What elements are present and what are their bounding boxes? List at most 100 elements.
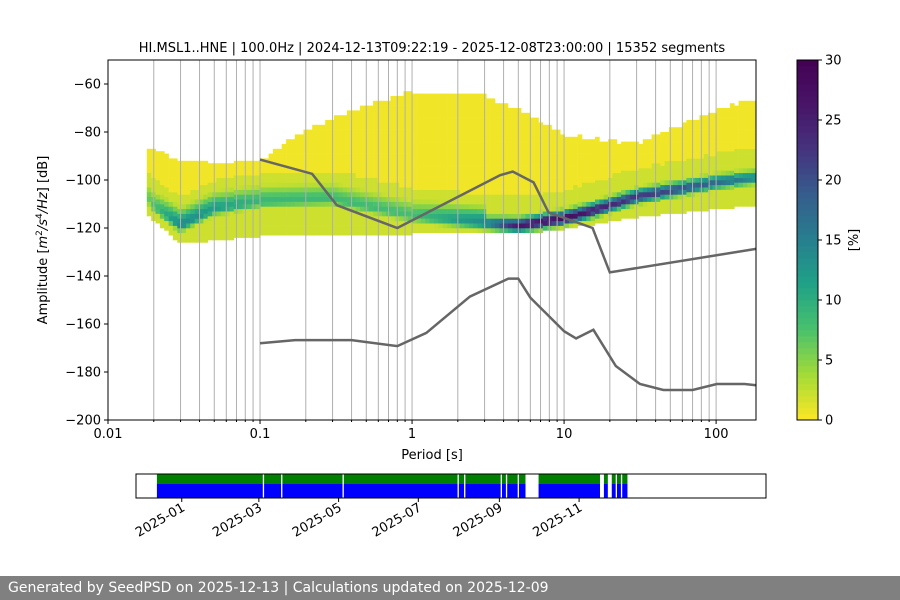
heatmap-cell	[294, 177, 300, 183]
heatmap-cell	[508, 141, 513, 147]
heatmap-cell	[638, 144, 644, 150]
heatmap-cell	[716, 117, 722, 123]
heatmap-cell	[577, 177, 583, 183]
coverage-tick-label: 2025-05	[290, 500, 345, 540]
heatmap-cell	[673, 180, 678, 186]
heatmap-cell	[403, 172, 409, 178]
heatmap-cell	[734, 196, 739, 202]
heatmap-cell	[155, 160, 161, 166]
heatmap-cell	[390, 220, 396, 226]
heatmap-cell	[595, 180, 600, 186]
heatmap-cell	[686, 187, 692, 193]
heatmap-cell	[573, 204, 578, 210]
heatmap-cell	[434, 141, 439, 147]
heatmap-cell	[229, 177, 235, 183]
heatmap-cell	[494, 151, 500, 157]
heatmap-cell	[255, 199, 261, 205]
heatmap-cell	[499, 213, 504, 219]
heatmap-cell	[312, 225, 317, 231]
heatmap-cell	[203, 199, 209, 205]
heatmap-cell	[181, 232, 187, 238]
x-axis-ticks: 0.01 0.1 1 10 100	[94, 420, 729, 442]
heatmap-cell	[407, 177, 413, 183]
heatmap-cell	[403, 225, 409, 231]
heatmap-cell	[347, 120, 352, 126]
heatmap-cell	[708, 165, 713, 171]
heatmap-cell	[486, 108, 491, 114]
heatmap-cell	[307, 187, 313, 193]
coverage-frame	[135, 473, 767, 499]
heatmap-cell	[442, 175, 448, 181]
heatmap-cell	[551, 153, 557, 159]
heatmap-cell	[751, 201, 757, 207]
heatmap-cell	[525, 223, 531, 229]
x-tick-label: 0.01	[94, 427, 123, 442]
heatmap-cell	[716, 170, 722, 176]
heatmap-cell	[716, 189, 722, 195]
heatmap-cell	[638, 172, 644, 178]
heatmap-cell	[447, 204, 452, 210]
heatmap-cell	[342, 201, 348, 207]
heatmap-cell	[603, 170, 609, 176]
heatmap-cell	[329, 124, 335, 130]
heatmap-cell	[255, 228, 261, 234]
heatmap-cell	[499, 223, 504, 229]
heatmap-cell	[608, 172, 613, 178]
heatmap-cell	[651, 182, 657, 188]
heatmap-cell	[490, 127, 496, 133]
heatmap-cell	[708, 127, 713, 133]
heatmap-cell	[542, 158, 548, 164]
heatmap-cell	[512, 156, 517, 162]
heatmap-cell	[616, 187, 622, 193]
heatmap-cell	[460, 180, 465, 186]
heatmap-cell	[355, 230, 361, 236]
colorbar-segment	[797, 414, 818, 421]
heatmap-cell	[320, 139, 326, 145]
heatmap-cell	[447, 160, 452, 166]
heatmap-cell	[381, 168, 387, 174]
colorbar-segment	[797, 342, 818, 349]
heatmap-cell	[360, 201, 365, 207]
heatmap-cell	[638, 196, 644, 202]
heatmap-cell	[669, 170, 674, 176]
heatmap-cell	[425, 146, 430, 152]
heatmap-cell	[477, 127, 483, 133]
heatmap-cell	[164, 153, 169, 159]
heatmap-cell	[425, 112, 430, 118]
heatmap-cell	[516, 156, 522, 162]
heatmap-cell	[190, 223, 195, 229]
heatmap-cell	[434, 213, 439, 219]
heatmap-cell	[403, 115, 409, 121]
heatmap-cell	[307, 172, 313, 178]
heatmap-cell	[373, 172, 378, 178]
heatmap-cell	[194, 208, 200, 214]
heatmap-cell	[716, 122, 722, 128]
heatmap-cell	[351, 192, 356, 198]
heatmap-cell	[373, 105, 378, 111]
heatmap-cell	[516, 141, 522, 147]
heatmap-cell	[708, 117, 713, 123]
heatmap-cell	[669, 208, 674, 214]
heatmap-cell	[377, 168, 383, 174]
heatmap-cell	[403, 216, 409, 222]
heatmap-cell	[407, 158, 413, 164]
heatmap-cell	[146, 187, 152, 193]
heatmap-cell	[351, 110, 356, 116]
heatmap-cell	[347, 192, 352, 198]
heatmap-cell	[647, 139, 652, 145]
heatmap-cell	[281, 230, 287, 236]
heatmap-cell	[194, 160, 200, 166]
heatmap-cell	[351, 148, 356, 154]
heatmap-cell	[655, 182, 661, 188]
heatmap-cell	[521, 204, 526, 210]
heatmap-cell	[355, 206, 361, 212]
heatmap-cell	[642, 168, 648, 174]
heatmap-cell	[203, 180, 209, 186]
heatmap-cell	[416, 141, 422, 147]
heatmap-cell	[568, 213, 574, 219]
heatmap-cell	[581, 139, 587, 145]
heatmap-cell	[486, 151, 491, 157]
heatmap-cell	[238, 165, 243, 171]
heatmap-cell	[521, 127, 526, 133]
heatmap-cell	[399, 124, 404, 130]
